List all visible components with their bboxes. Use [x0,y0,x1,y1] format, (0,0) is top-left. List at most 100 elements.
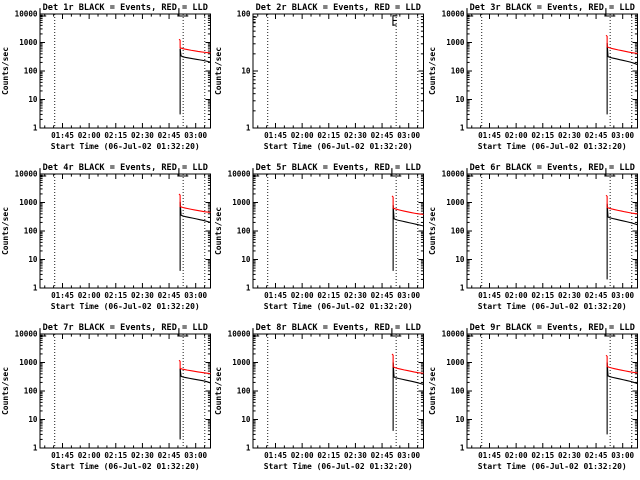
plot-det-1r: 01:45 02:00 02:15 02:30 02:45 03:00 1 10 100 1000… [1,3,211,151]
plot-frame [466,173,638,289]
plot-frame [39,173,211,289]
series-events-events-decay [179,368,211,384]
plot-det-2r: 01:45 02:00 02:15 02:30 02:45 03:00 1 10 100 Det … [214,3,425,151]
x-tick-label: 02:00 [78,291,101,300]
x-tick-label: 01:45 [51,451,74,460]
series-events-events-decay [606,203,638,226]
x-tick-label: 02:00 [291,291,314,300]
series-events-events-start-clipped [252,168,260,177]
y-tick-label: 10000 [441,330,464,339]
plot-det-6r: 01:45 02:00 02:15 02:30 02:45 03:00 1 10 100 1000… [428,163,638,311]
plot-det-4r: 01:45 02:00 02:15 02:30 02:45 03:00 1 10 100 1000… [1,163,211,311]
series-events-events-peak-clipped [178,328,189,337]
y-tick-label: 1 [33,124,38,133]
x-tick-label: 03:00 [184,291,207,300]
series-events-events-decay [606,43,638,66]
y-tick-label: 10 [455,255,465,264]
plot-frame [466,333,638,449]
y-tick-label: 100 [24,227,38,236]
plot-cell-det-1r: 01:45 02:00 02:15 02:30 02:45 03:00 1 10 100 1000… [0,0,213,160]
y-axis-label: Counts/sec [1,207,10,255]
y-axis-label: Counts/sec [214,367,223,415]
x-tick-label: 01:45 [51,131,74,140]
series-events-events-start-clipped [39,8,47,17]
plot-cell-det-7r: 01:45 02:00 02:15 02:30 02:45 03:00 1 10 100 1000… [0,320,213,480]
y-tick-label: 100 [237,387,251,396]
series-events-events-start-clipped [39,168,47,177]
y-axis-label: Counts/sec [428,367,437,415]
x-tick-label: 02:15 [104,131,127,140]
x-tick-label: 02:30 [558,131,581,140]
plot-title: Det 1r BLACK = Events, RED = LLD [43,3,208,13]
series-events-events-decay [179,48,211,63]
y-tick-label: 1 [33,284,38,293]
series-lld [178,359,211,375]
y-tick-label: 1 [460,444,465,453]
series-events-events-decay [392,362,424,385]
series-lld [605,34,638,55]
x-tick-label: 02:15 [318,451,341,460]
y-axis-label: Counts/sec [214,207,223,255]
x-tick-label: 02:15 [531,131,554,140]
y-tick-label: 100 [237,10,251,19]
y-tick-label: 100 [237,227,251,236]
y-tick-label: 10 [28,255,38,264]
y-axis-label: Counts/sec [428,47,437,95]
x-tick-label: 01:45 [264,131,287,140]
y-tick-label: 10000 [15,330,38,339]
y-tick-label: 1000 [233,198,252,207]
y-tick-label: 100 [450,227,464,236]
series-lld [605,354,638,374]
x-tick-label: 02:30 [344,131,367,140]
x-tick-label: 03:00 [184,451,207,460]
x-tick-label: 02:00 [78,451,101,460]
plot-title: Det 2r BLACK = Events, RED = LLD [256,3,421,13]
series-events-events-start-clipped [39,328,47,337]
x-axis-label: Start Time (06-Jul-02 01:32:20) [264,461,413,471]
y-tick-label: 10 [28,95,38,104]
x-tick-label: 02:15 [531,291,554,300]
plot-frame [39,13,211,129]
x-tick-label: 03:00 [611,131,634,140]
plot-det-9r: 01:45 02:00 02:15 02:30 02:45 03:00 1 10 100 1000… [428,323,638,471]
y-tick-label: 1000 [446,198,465,207]
x-tick-label: 03:00 [184,131,207,140]
series-events-events-peak-clipped [391,328,402,337]
x-tick-label: 02:00 [291,451,314,460]
y-tick-label: 1000 [446,358,465,367]
series-events-events-peak-clipped [391,168,402,177]
series-events-events-start-clipped [252,328,260,337]
series-lld [178,38,211,54]
x-axis-label: Start Time (06-Jul-02 01:32:20) [477,141,626,151]
plot-title: Det 4r BLACK = Events, RED = LLD [43,163,208,173]
x-tick-label: 02:00 [504,291,527,300]
series-events-events-start-clipped [466,8,473,17]
y-tick-label: 10000 [228,170,251,179]
x-axis-label: Start Time (06-Jul-02 01:32:20) [477,301,626,311]
x-tick-label: 02:30 [131,131,154,140]
x-tick-label: 02:30 [344,291,367,300]
y-tick-label: 1000 [446,38,465,47]
y-tick-label: 1000 [233,358,252,367]
plot-title: Det 7r BLACK = Events, RED = LLD [43,323,208,333]
x-tick-label: 02:45 [158,131,181,140]
y-tick-label: 1 [33,444,38,453]
x-tick-label: 02:45 [371,291,394,300]
plot-frame [39,333,211,449]
x-tick-label: 03:00 [398,291,421,300]
y-tick-label: 100 [24,67,38,76]
series-events-events-decay [606,362,638,385]
x-tick-label: 01:45 [264,291,287,300]
y-tick-label: 10 [242,415,252,424]
plot-title: Det 8r BLACK = Events, RED = LLD [256,323,421,333]
plot-cell-det-8r: 01:45 02:00 02:15 02:30 02:45 03:00 1 10 100 1000… [213,320,426,480]
series-events-events-decay [392,205,424,227]
x-tick-label: 02:30 [558,291,581,300]
y-tick-label: 10 [242,67,252,76]
y-tick-label: 10 [455,95,465,104]
plot-frame [252,173,425,289]
x-tick-label: 01:45 [264,451,287,460]
x-axis-label: Start Time (06-Jul-02 01:32:20) [477,461,626,471]
plot-det-7r: 01:45 02:00 02:15 02:30 02:45 03:00 1 10 100 1000… [1,323,211,471]
